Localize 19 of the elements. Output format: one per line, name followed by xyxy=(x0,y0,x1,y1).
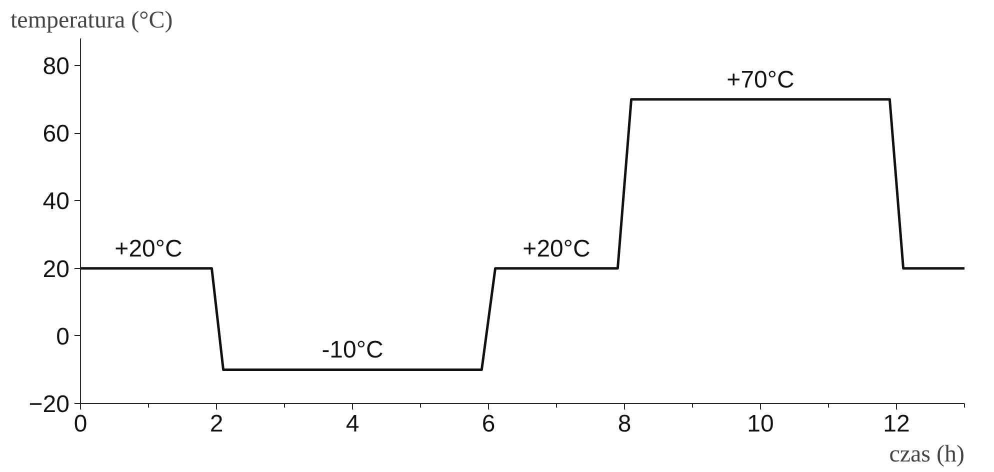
y-tick-label: 40 xyxy=(42,188,70,216)
x-tick-label: 10 xyxy=(747,410,774,438)
y-tick-label: 80 xyxy=(42,53,70,80)
y-tick-label: 0 xyxy=(56,323,70,350)
x-tick-label: 8 xyxy=(618,410,632,438)
annotation: -10°C xyxy=(322,336,384,364)
x-tick-label: 4 xyxy=(346,410,360,438)
x-axis-title: czas (h) xyxy=(889,442,964,468)
y-tick-label: −20 xyxy=(28,391,70,418)
x-tick-label: 0 xyxy=(74,410,88,438)
annotation: +20°C xyxy=(114,235,182,262)
x-tick-label: 2 xyxy=(210,410,224,438)
x-tick-label: 12 xyxy=(883,410,910,438)
y-axis-title: temperatura (°C) xyxy=(10,8,173,34)
y-tick-label: 20 xyxy=(42,256,70,283)
x-tick-label: 6 xyxy=(482,410,496,438)
y-tick-label: 60 xyxy=(42,120,70,148)
annotation: +20°C xyxy=(522,235,590,262)
annotation: +70°C xyxy=(726,66,794,94)
